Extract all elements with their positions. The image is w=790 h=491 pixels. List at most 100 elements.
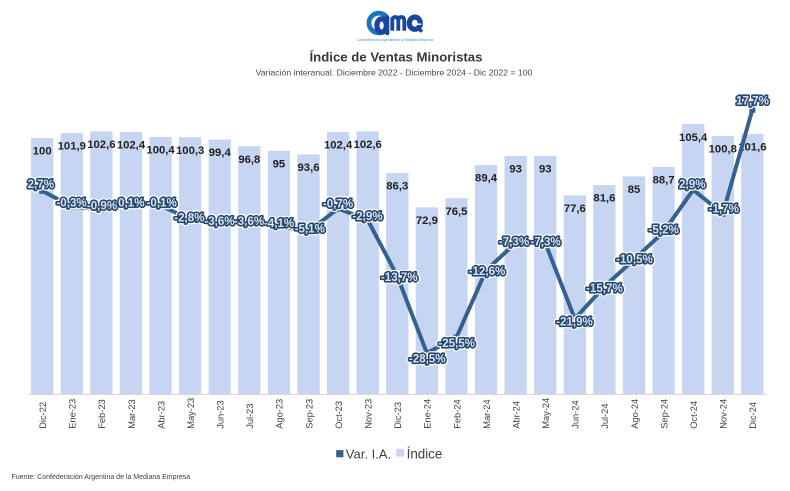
svg-text:Var. I.A.: Var. I.A.: [346, 447, 391, 462]
svg-text:Mar-23: Mar-23: [127, 399, 137, 428]
svg-text:Variación interanual. Diciembr: Variación interanual. Diciembre 2022 - D…: [256, 68, 533, 78]
svg-text:-5,2%: -5,2%: [649, 224, 679, 237]
svg-text:-0,1%: -0,1%: [147, 196, 177, 209]
svg-text:-15,7%: -15,7%: [586, 282, 623, 295]
svg-text:0,1%: 0,1%: [118, 196, 144, 209]
svg-text:-13,7%: -13,7%: [381, 271, 418, 284]
svg-text:17,7%: 17,7%: [736, 95, 769, 108]
svg-text:-12,6%: -12,6%: [469, 265, 506, 278]
svg-text:101,9: 101,9: [58, 141, 86, 153]
svg-text:-2,9%: -2,9%: [352, 210, 382, 223]
svg-text:-4,1%: -4,1%: [264, 217, 294, 230]
svg-text:-0,7%: -0,7%: [323, 197, 353, 210]
svg-text:93: 93: [539, 164, 552, 176]
svg-text:-25,5%: -25,5%: [438, 337, 475, 350]
svg-text:-7,3%: -7,3%: [530, 236, 560, 249]
svg-text:85: 85: [628, 184, 641, 196]
svg-text:-3,6%: -3,6%: [234, 215, 264, 228]
svg-text:-1,7%: -1,7%: [709, 202, 739, 215]
svg-text:Abr-23: Abr-23: [156, 401, 166, 429]
svg-text:Mar-24: Mar-24: [482, 399, 492, 428]
svg-text:86,3: 86,3: [386, 181, 408, 193]
svg-text:89,4: 89,4: [475, 173, 498, 185]
svg-text:-15,7%: -15,7%: [586, 282, 623, 295]
svg-text:-25,5%: -25,5%: [438, 337, 475, 350]
svg-text:2,7%: 2,7%: [28, 178, 54, 191]
svg-text:Confederación Argentina de la: Confederación Argentina de la Mediana Em…: [357, 38, 433, 42]
svg-text:88,7: 88,7: [653, 175, 675, 187]
svg-text:-21,9%: -21,9%: [556, 315, 593, 328]
svg-text:93: 93: [509, 164, 522, 176]
svg-text:99,4: 99,4: [209, 147, 232, 159]
svg-text:-3,6%: -3,6%: [234, 215, 264, 228]
svg-text:-7,3%: -7,3%: [530, 236, 560, 249]
svg-text:-2,8%: -2,8%: [174, 212, 204, 225]
svg-text:-10,5%: -10,5%: [616, 253, 653, 266]
svg-text:May-23: May-23: [186, 398, 196, 429]
svg-text:Sep-24: Sep-24: [659, 399, 669, 429]
svg-text:Feb-24: Feb-24: [452, 399, 462, 428]
svg-text:-21,9%: -21,9%: [556, 315, 593, 328]
svg-text:Jul-24: Jul-24: [600, 403, 610, 428]
svg-text:Ago-23: Ago-23: [275, 399, 285, 429]
svg-text:-7,3%: -7,3%: [499, 236, 529, 249]
svg-text:-28,5%: -28,5%: [409, 353, 446, 366]
svg-text:-2,9%: -2,9%: [352, 210, 382, 223]
svg-text:2,9%: 2,9%: [679, 178, 705, 191]
svg-text:-21,9%: -21,9%: [556, 315, 593, 328]
svg-text:2,7%: 2,7%: [28, 178, 54, 191]
svg-text:-0,1%: -0,1%: [147, 196, 177, 209]
svg-text:Oct-23: Oct-23: [334, 401, 344, 429]
svg-text:-13,7%: -13,7%: [381, 271, 418, 284]
svg-text:102,6: 102,6: [354, 139, 382, 151]
svg-text:Abr-24: Abr-24: [511, 401, 521, 429]
svg-text:72,9: 72,9: [416, 215, 438, 227]
svg-text:-5,2%: -5,2%: [649, 224, 679, 237]
svg-text:-0,3%: -0,3%: [56, 196, 86, 209]
svg-text:2,7%: 2,7%: [28, 178, 54, 191]
svg-text:102,4: 102,4: [117, 139, 146, 151]
svg-text:-0,3%: -0,3%: [56, 196, 86, 209]
svg-text:-3,6%: -3,6%: [204, 215, 234, 228]
svg-text:Dic-24: Dic-24: [748, 402, 758, 429]
svg-text:81,6: 81,6: [593, 193, 615, 205]
svg-text:-7,3%: -7,3%: [499, 236, 529, 249]
svg-text:100,4: 100,4: [146, 145, 175, 157]
svg-text:-7,3%: -7,3%: [530, 236, 560, 249]
svg-text:101,6: 101,6: [738, 142, 766, 154]
svg-text:-3,6%: -3,6%: [234, 215, 264, 228]
svg-text:76,5: 76,5: [445, 206, 467, 218]
svg-text:105,4: 105,4: [679, 132, 708, 144]
svg-text:-28,5%: -28,5%: [409, 353, 446, 366]
svg-text:102,6: 102,6: [87, 139, 115, 151]
svg-text:-2,8%: -2,8%: [174, 212, 204, 225]
svg-text:May-24: May-24: [541, 398, 551, 429]
svg-text:-0,3%: -0,3%: [56, 196, 86, 209]
svg-text:17,7%: 17,7%: [736, 95, 769, 108]
svg-text:-0,9%: -0,9%: [87, 200, 117, 213]
svg-text:Ago-24: Ago-24: [630, 399, 640, 429]
svg-text:102,4: 102,4: [324, 139, 353, 151]
svg-text:-0,7%: -0,7%: [323, 197, 353, 210]
svg-text:100,3: 100,3: [176, 145, 204, 157]
svg-text:Oct-24: Oct-24: [689, 401, 699, 429]
svg-text:Nov-23: Nov-23: [363, 399, 373, 429]
svg-text:96,8: 96,8: [238, 154, 260, 166]
svg-text:-5,1%: -5,1%: [295, 223, 325, 236]
svg-text:-0,9%: -0,9%: [87, 200, 117, 213]
svg-text:77,6: 77,6: [564, 203, 586, 215]
svg-text:17,7%: 17,7%: [736, 95, 769, 108]
svg-text:-4,1%: -4,1%: [264, 217, 294, 230]
svg-text:Jul-23: Jul-23: [245, 403, 255, 428]
svg-text:-5,1%: -5,1%: [295, 223, 325, 236]
svg-text:-4,1%: -4,1%: [264, 217, 294, 230]
svg-text:-12,6%: -12,6%: [469, 265, 506, 278]
svg-text:-1,7%: -1,7%: [709, 202, 739, 215]
svg-text:-2,8%: -2,8%: [174, 212, 204, 225]
svg-text:Nov-24: Nov-24: [719, 399, 729, 429]
svg-text:-10,5%: -10,5%: [616, 253, 653, 266]
svg-text:100: 100: [33, 146, 52, 158]
svg-text:Dic-23: Dic-23: [393, 402, 403, 429]
svg-text:Fuente: Confederación Argentin: Fuente: Confederación Argentina de la Me…: [12, 474, 191, 481]
svg-text:95: 95: [273, 158, 286, 170]
